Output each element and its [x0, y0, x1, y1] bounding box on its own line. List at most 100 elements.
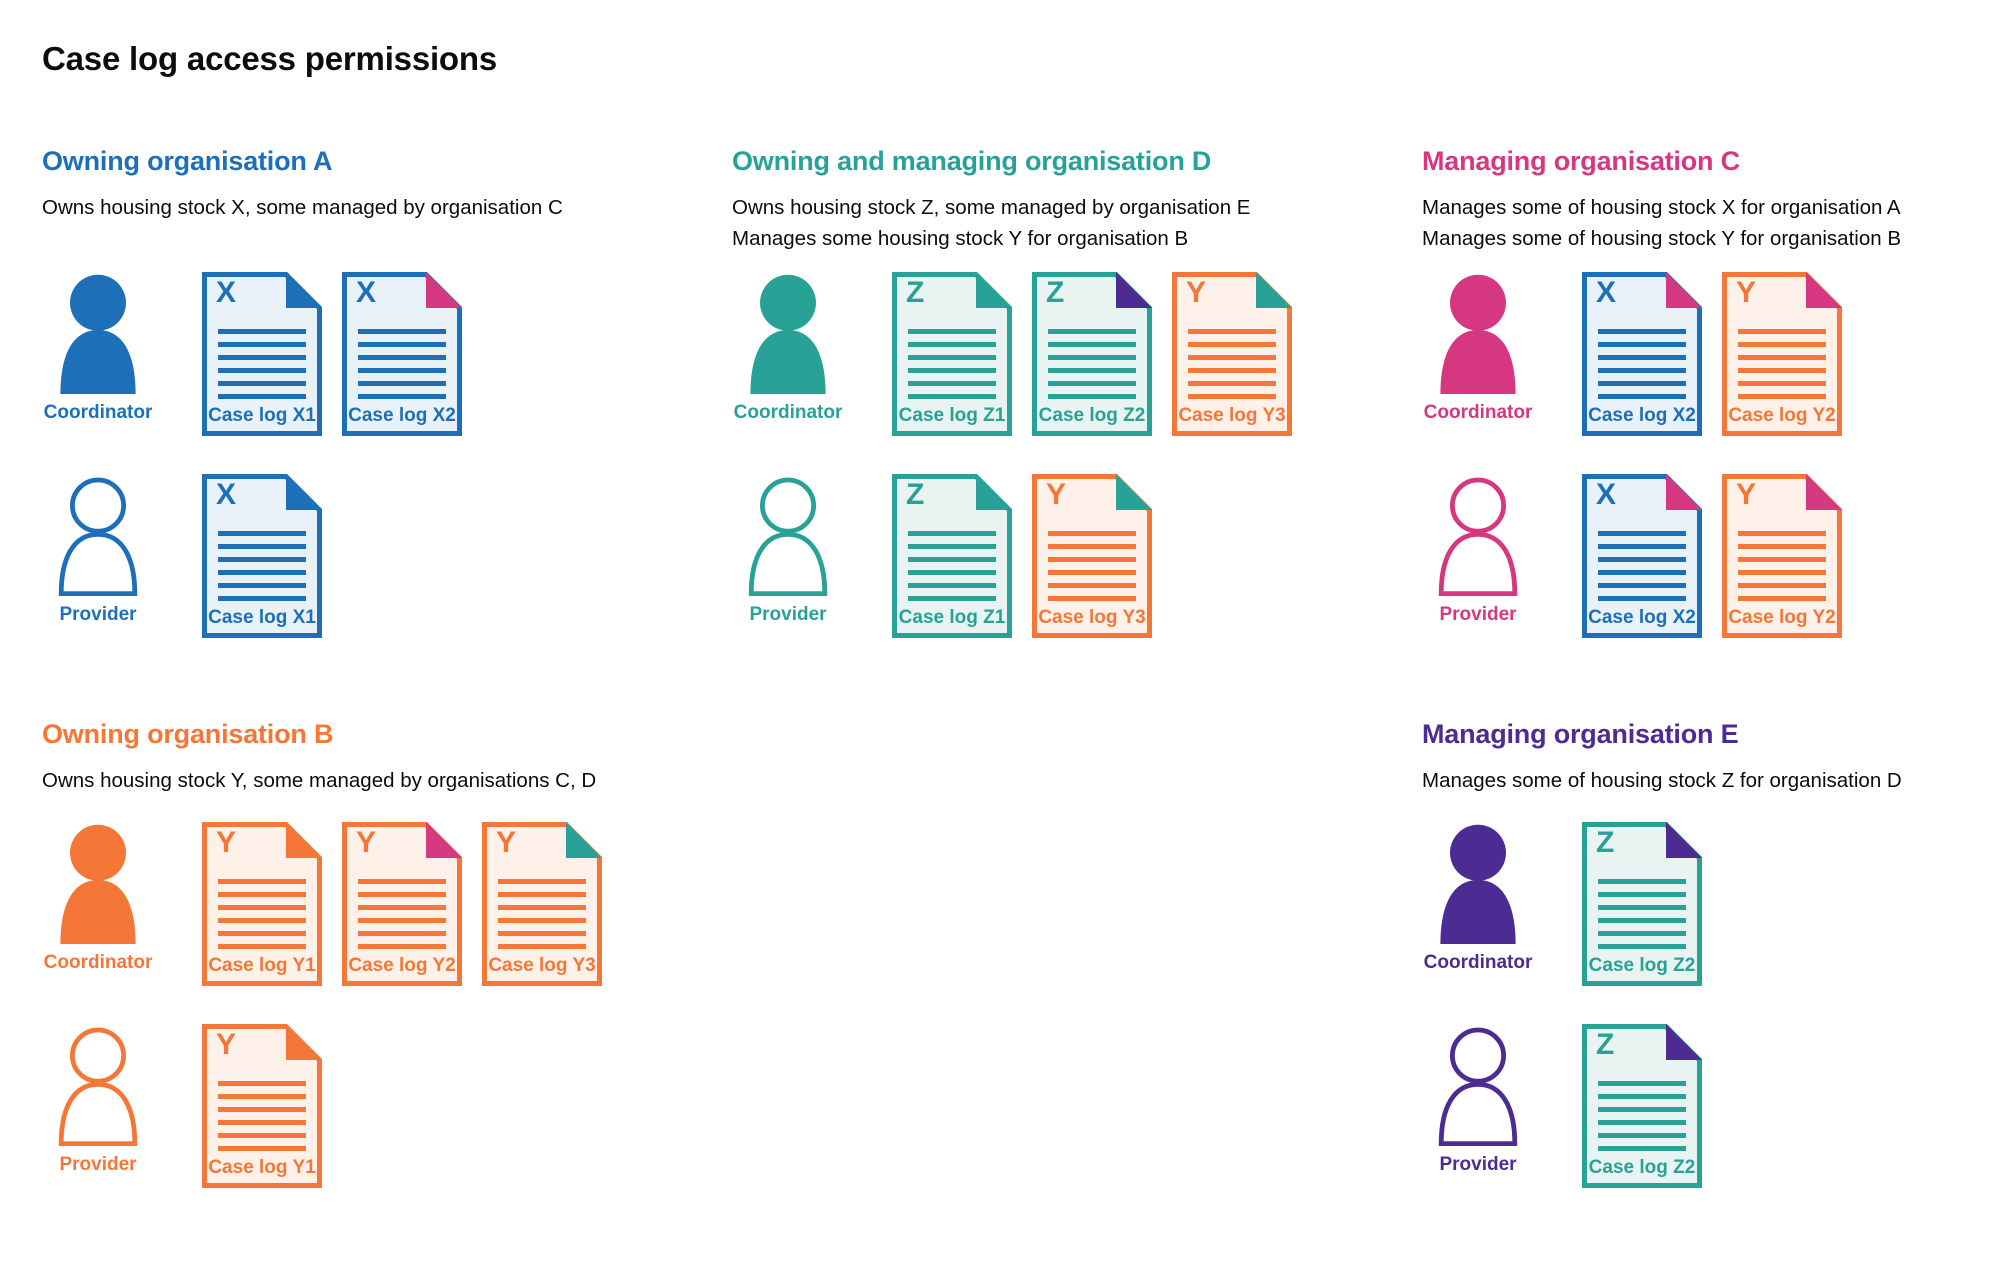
doc-letter: Z: [1046, 276, 1065, 309]
page-title: Case log access permissions: [42, 40, 498, 77]
doc-letter: Y: [216, 1028, 237, 1061]
role-label: Coordinator: [1423, 952, 1533, 973]
doc-letter: Y: [1046, 478, 1067, 511]
role-label: Provider: [1439, 604, 1517, 625]
coordinator-icon: [60, 824, 136, 944]
coordinator-row: Coordinator X Case log X1: [42, 272, 462, 436]
doc-label: Case log Y3: [1038, 607, 1146, 628]
role-label: Coordinator: [43, 952, 153, 973]
doc-text-lines: [908, 531, 996, 601]
section-title: Owning organisation A: [42, 146, 333, 176]
role-label: Provider: [1439, 1154, 1517, 1175]
case-log-document-icon: Y Case log Y2: [342, 822, 462, 986]
doc-text-lines: [1738, 329, 1826, 399]
section-owning-organisation-b: Owning organisation B Owns housing stock…: [42, 718, 702, 1278]
doc-text-lines: [1048, 531, 1136, 601]
section-title: Managing organisation C: [1422, 146, 1740, 176]
case-log-document-icon: Y Case log Y1: [202, 1024, 322, 1188]
doc-letter: Z: [1596, 1028, 1615, 1061]
doc-label: Case log Y3: [1178, 405, 1286, 426]
case-log-document-icon: X Case log X1: [202, 474, 322, 638]
doc-text-lines: [1598, 879, 1686, 949]
doc-label: Case log Y2: [348, 955, 456, 976]
doc-letter: Y: [1186, 276, 1207, 309]
doc-label: Case log Y3: [488, 955, 596, 976]
description-line: Owns housing stock Z, some managed by or…: [732, 196, 1251, 219]
section-description: Owns housing stock Z, some managed by or…: [732, 192, 1392, 254]
doc-letter: Z: [906, 276, 925, 309]
case-log-document-icon: Z Case log Z2: [1582, 1024, 1702, 1188]
section-owning-managing-organisation-d: Owning and managing organisation D Owns …: [732, 145, 1392, 705]
provider-row: Provider Z Case log Z2: [1422, 1024, 1702, 1188]
section-description: Manages some of housing stock Z for orga…: [1422, 765, 1992, 796]
provider-row: Provider X Case log X1: [42, 474, 462, 638]
doc-text-lines: [218, 531, 306, 601]
doc-letter: Y: [356, 826, 377, 859]
doc-text-lines: [1188, 329, 1276, 399]
section-managing-organisation-e: Managing organisation E Manages some of …: [1422, 718, 1992, 1278]
description-line: Manages some housing stock Y for organis…: [732, 227, 1189, 250]
section-owning-organisation-a: Owning organisation A Owns housing stock…: [42, 145, 702, 705]
provider: Provider: [42, 474, 154, 626]
doc-label: Case log X1: [208, 405, 316, 426]
provider: Provider: [42, 1024, 154, 1176]
doc-label: Case log X2: [1588, 405, 1696, 426]
provider: Provider: [732, 474, 844, 626]
provider-icon: [748, 477, 828, 596]
doc-text-lines: [218, 879, 306, 949]
coordinator-row: Coordinator Z Case log Z1: [732, 272, 1292, 436]
coordinator: Coordinator: [1422, 822, 1534, 974]
description-line: Manages some of housing stock Y for orga…: [1422, 227, 1901, 250]
doc-letter: Y: [216, 826, 237, 859]
provider-icon: [1438, 477, 1518, 596]
section-title: Managing organisation E: [1422, 719, 1739, 749]
provider-row: Provider X Case log X2: [1422, 474, 1842, 638]
description-line: Manages some of housing stock X for orga…: [1422, 196, 1901, 219]
case-log-document-icon: Z Case log Z1: [892, 474, 1012, 638]
coordinator-icon: [750, 274, 826, 394]
doc-letter: Y: [496, 826, 517, 859]
provider-icon: [58, 1027, 138, 1146]
case-log-document-icon: X Case log X2: [342, 272, 462, 436]
coordinator-row: Coordinator X Case log X2: [1422, 272, 1842, 436]
provider: Provider: [1422, 1024, 1534, 1176]
role-label: Coordinator: [43, 402, 153, 423]
coordinator-icon: [1440, 824, 1516, 944]
section-title: Owning organisation B: [42, 719, 334, 749]
coordinator-icon: [60, 274, 136, 394]
doc-letter: X: [216, 478, 237, 511]
doc-letter: Y: [1736, 478, 1757, 511]
section-description: Owns housing stock Y, some managed by or…: [42, 765, 702, 796]
coordinator: Coordinator: [1422, 272, 1534, 424]
coordinator-row: Coordinator Z Case log Z2: [1422, 822, 1702, 986]
provider: Provider: [1422, 474, 1534, 626]
case-log-document-icon: Y Case log Y3: [482, 822, 602, 986]
case-log-document-icon: Z Case log Z1: [892, 272, 1012, 436]
doc-label: Case log Y2: [1728, 607, 1836, 628]
doc-letter: Y: [1736, 276, 1757, 309]
doc-label: Case log Z2: [1038, 405, 1146, 426]
doc-label: Case log Z2: [1588, 1157, 1696, 1178]
role-label: Provider: [59, 1154, 137, 1175]
role-label: Coordinator: [733, 402, 843, 423]
doc-letter: X: [216, 276, 237, 309]
case-log-document-icon: X Case log X1: [202, 272, 322, 436]
doc-text-lines: [1598, 531, 1686, 601]
description-line: Manages some of housing stock Z for orga…: [1422, 769, 1902, 792]
doc-text-lines: [498, 879, 586, 949]
case-log-document-icon: Y Case log Y3: [1172, 272, 1292, 436]
description-line: Owns housing stock X, some managed by or…: [42, 196, 563, 219]
role-label: Provider: [59, 604, 137, 625]
doc-label: Case log Y1: [208, 1157, 316, 1178]
provider-icon: [1438, 1027, 1518, 1146]
doc-label: Case log X1: [208, 607, 316, 628]
doc-text-lines: [358, 879, 446, 949]
doc-text-lines: [1048, 329, 1136, 399]
description-line: Owns housing stock Y, some managed by or…: [42, 769, 597, 792]
doc-text-lines: [1738, 531, 1826, 601]
case-log-document-icon: Y Case log Y2: [1722, 474, 1842, 638]
case-log-document-icon: Z Case log Z2: [1582, 822, 1702, 986]
doc-text-lines: [908, 329, 996, 399]
section-managing-organisation-c: Managing organisation C Manages some of …: [1422, 145, 1992, 705]
doc-label: Case log Z2: [1588, 955, 1696, 976]
